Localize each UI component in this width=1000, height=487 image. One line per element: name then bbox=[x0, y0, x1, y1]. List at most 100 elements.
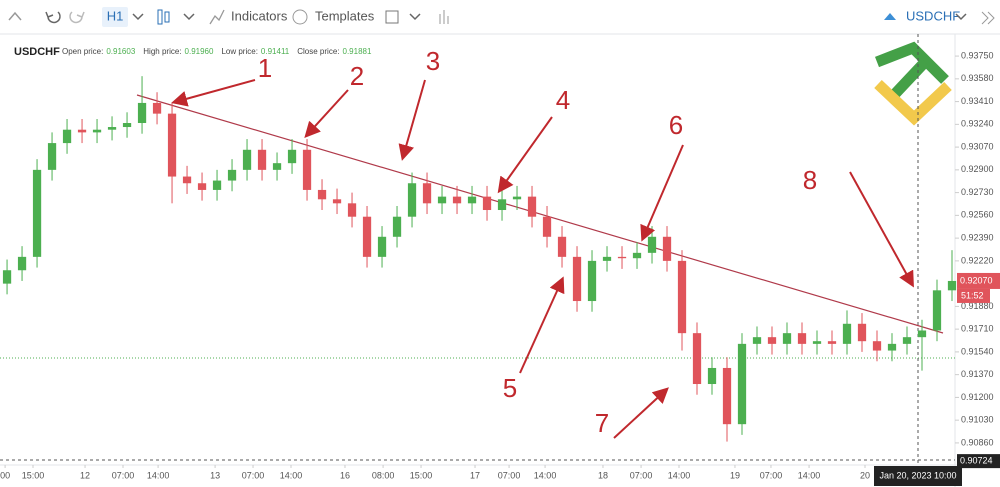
dropdown-icon[interactable] bbox=[132, 13, 144, 21]
y-tick-label: 0.92900 bbox=[961, 164, 994, 174]
x-tick-label: 15:00 bbox=[410, 470, 433, 480]
templates-button[interactable]: Templates bbox=[315, 8, 375, 23]
candle-body bbox=[437, 196, 447, 204]
x-tick-label: 07:00 bbox=[760, 470, 783, 480]
candle-body bbox=[677, 260, 687, 334]
templates-icon[interactable] bbox=[292, 9, 308, 25]
candle-body bbox=[692, 333, 702, 385]
candle-body bbox=[137, 102, 147, 124]
candle-body bbox=[47, 143, 57, 170]
y-tick-label: 0.91030 bbox=[961, 415, 994, 425]
candle-body bbox=[617, 256, 627, 259]
annotation-label: 2 bbox=[350, 61, 364, 91]
symbol-icon[interactable] bbox=[884, 13, 896, 20]
cursor-price-label: 0.90724 bbox=[960, 455, 993, 465]
candle-type-icon[interactable] bbox=[164, 11, 170, 23]
candle-body bbox=[827, 341, 837, 344]
logo-shape bbox=[888, 58, 930, 100]
x-tick-label: 14:00 bbox=[280, 470, 303, 480]
y-tick-label: 0.90860 bbox=[961, 437, 994, 447]
dropdown-icon[interactable] bbox=[183, 13, 195, 21]
candle-body bbox=[872, 341, 882, 351]
undo-icon[interactable] bbox=[45, 11, 61, 24]
x-tick-label: 20 bbox=[860, 470, 870, 480]
candle-body bbox=[227, 169, 237, 181]
collapse-icon[interactable] bbox=[8, 11, 22, 21]
annotation-arrow bbox=[613, 387, 669, 439]
stat-value: 0.91411 bbox=[261, 47, 290, 56]
symbol-button[interactable]: USDCHF bbox=[906, 8, 960, 23]
x-tick-label: 14:00 bbox=[534, 470, 557, 480]
candle-body bbox=[332, 199, 342, 204]
candle-body bbox=[422, 183, 432, 204]
stat-label: Open price: bbox=[62, 47, 103, 56]
dropdown-icon[interactable] bbox=[409, 13, 421, 21]
candle-body bbox=[767, 337, 777, 344]
candle-body bbox=[467, 196, 477, 204]
annotation-label: 7 bbox=[595, 408, 609, 438]
candle-body bbox=[452, 196, 462, 204]
bars-icon[interactable] bbox=[439, 10, 449, 24]
candle-body bbox=[542, 216, 552, 237]
current-price-label: 0.92070 bbox=[960, 275, 993, 285]
x-tick-label: 00 bbox=[0, 470, 10, 480]
candle-body bbox=[212, 180, 222, 190]
stat-value: 0.91881 bbox=[343, 47, 372, 56]
candle-body bbox=[572, 256, 582, 302]
expand-icon[interactable] bbox=[981, 11, 995, 25]
y-tick-label: 0.91880 bbox=[961, 301, 994, 311]
annotation-arrow bbox=[398, 79, 426, 161]
candle-body bbox=[842, 323, 852, 344]
x-tick-label: 14:00 bbox=[668, 470, 691, 480]
cursor-time-box bbox=[874, 466, 962, 486]
current-price-box bbox=[957, 272, 1000, 289]
x-tick-label: 18 bbox=[598, 470, 608, 480]
candle-body bbox=[62, 129, 72, 144]
x-tick-label: 15:00 bbox=[22, 470, 45, 480]
y-tick-label: 0.91540 bbox=[961, 346, 994, 356]
candle-body bbox=[512, 196, 522, 200]
candle-body bbox=[917, 330, 927, 338]
candle-body bbox=[662, 236, 672, 261]
calendar-icon[interactable] bbox=[385, 10, 399, 24]
candle-type-icon[interactable] bbox=[157, 9, 163, 25]
y-tick-label: 0.93240 bbox=[961, 119, 994, 129]
y-tick-label: 0.92730 bbox=[961, 187, 994, 197]
candle-body bbox=[92, 129, 102, 133]
candle-body bbox=[587, 260, 597, 302]
candle-body bbox=[287, 149, 297, 164]
annotation-label: 8 bbox=[803, 165, 817, 195]
candle-body bbox=[77, 129, 87, 133]
x-tick-label: 19 bbox=[730, 470, 740, 480]
interval-label[interactable]: H1 bbox=[107, 8, 124, 23]
y-tick-label: 0.93580 bbox=[961, 73, 994, 83]
annotation-arrow bbox=[849, 171, 914, 288]
x-tick-label: 12 bbox=[80, 470, 90, 480]
annotation-label: 3 bbox=[426, 46, 440, 76]
interval-button[interactable] bbox=[102, 7, 128, 27]
candle-body bbox=[152, 102, 162, 114]
x-tick-label: 13 bbox=[210, 470, 220, 480]
countdown-box bbox=[957, 288, 990, 303]
candle-body bbox=[632, 252, 642, 259]
candle-body bbox=[362, 216, 372, 257]
candle-body bbox=[167, 113, 177, 177]
x-tick-label: 14:00 bbox=[147, 470, 170, 480]
y-tick-label: 0.92220 bbox=[961, 255, 994, 265]
candle-body bbox=[17, 256, 27, 271]
indicators-button[interactable]: Indicators bbox=[231, 8, 288, 23]
candle-body bbox=[392, 216, 402, 237]
countdown-label: 51:52 bbox=[961, 290, 984, 300]
candle-body bbox=[257, 149, 267, 170]
cursor-price-box bbox=[957, 454, 1000, 469]
redo-icon[interactable] bbox=[69, 11, 85, 24]
dropdown-icon[interactable] bbox=[955, 13, 967, 21]
indicators-icon[interactable] bbox=[209, 9, 225, 25]
x-tick-label: 17 bbox=[470, 470, 480, 480]
x-tick-label: 14:00 bbox=[798, 470, 821, 480]
candle-body bbox=[722, 367, 732, 425]
y-tick-label: 0.93410 bbox=[961, 96, 994, 106]
annotation-arrow bbox=[304, 89, 349, 138]
